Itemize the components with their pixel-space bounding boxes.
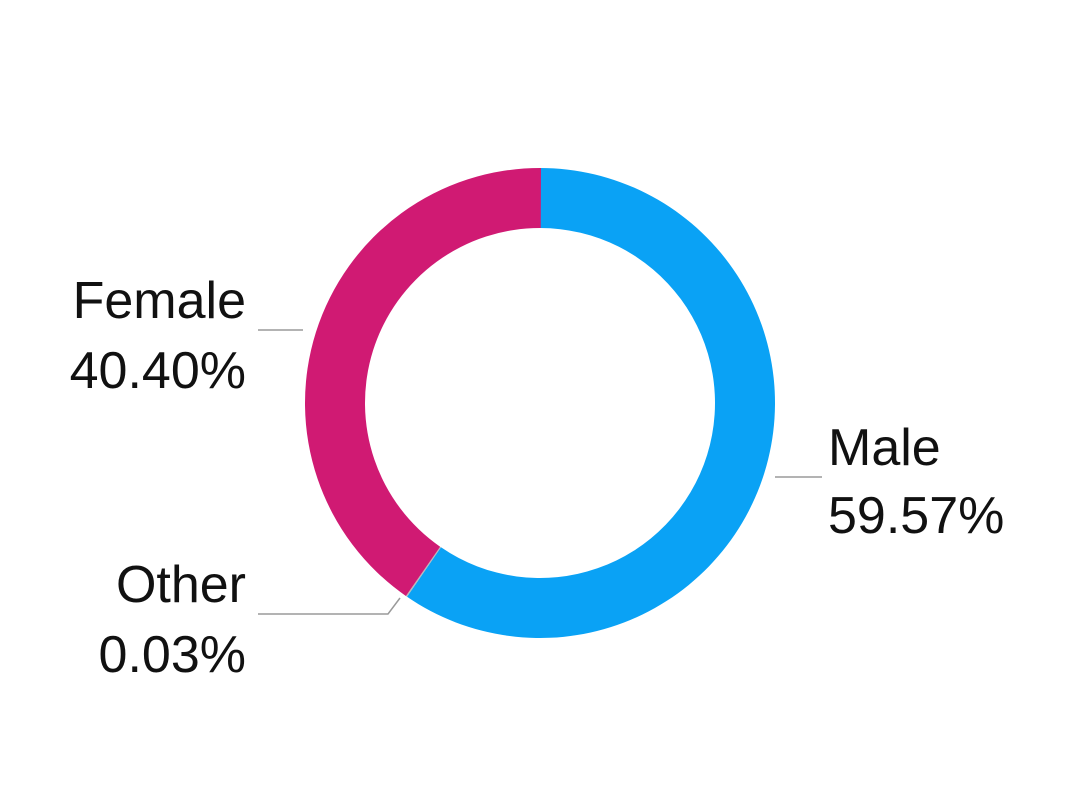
other-percent: 0.03% [99, 626, 246, 684]
slice-other [405, 546, 441, 597]
slice-female [304, 168, 541, 596]
female-label: Female [73, 272, 246, 330]
donut-slices [304, 167, 775, 638]
other-leader-line [258, 597, 401, 615]
other-label: Other [116, 556, 246, 614]
male-percent: 59.57% [828, 487, 1004, 545]
female-percent: 40.40% [70, 342, 246, 400]
male-label: Male [828, 419, 941, 477]
slice-male [407, 167, 775, 638]
